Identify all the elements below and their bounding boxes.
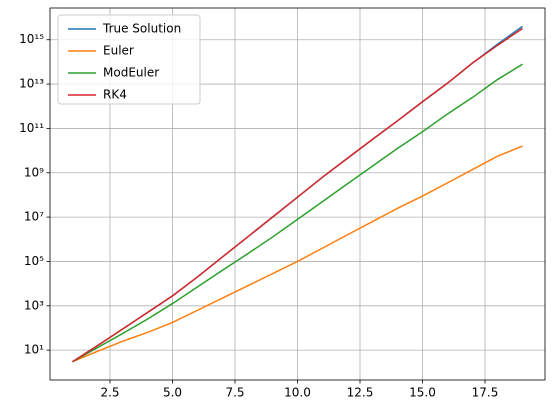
legend-label: True Solution [102,22,181,36]
x-tick-label: 17.5 [472,386,499,400]
series-line [72,145,523,363]
x-tick-label: 15.0 [409,386,436,400]
y-tick-label: 10¹³ [19,77,44,91]
y-tick-label: 10³ [24,298,44,312]
x-tick-label: 7.5 [225,386,244,400]
y-tick-label: 10⁹ [24,165,44,179]
legend-label: ModEuler [103,66,159,80]
legend-label: Euler [103,44,134,58]
y-tick-label: 10⁷ [24,210,44,224]
x-tick-label: 10.0 [284,386,311,400]
y-tick-label: 10⁵ [24,254,44,268]
legend-box [57,14,201,105]
y-tick-label: 10¹ [24,343,44,357]
plot-frame [49,7,546,381]
x-tick-label: 12.5 [347,386,374,400]
x-tick-label: 2.5 [100,386,119,400]
y-tick-label: 10¹⁵ [19,32,44,46]
x-tick-label: 5.0 [163,386,182,400]
series-line [72,27,523,363]
series-line [72,63,523,363]
y-tick-label: 10¹¹ [19,121,44,135]
legend-label: RK4 [103,88,127,102]
